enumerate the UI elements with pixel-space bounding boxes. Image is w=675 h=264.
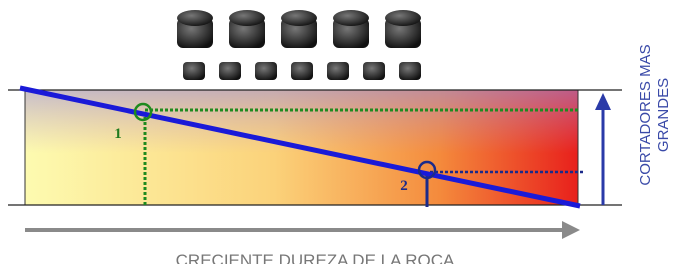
y-arrow <box>595 93 611 205</box>
x-arrow <box>25 221 580 239</box>
point-1-label: 1 <box>114 126 122 142</box>
point-2-label: 2 <box>400 178 408 194</box>
y-axis-label-2: GRANDES <box>655 78 672 152</box>
x-axis-label: CRECIENTE DUREZA DE LA ROCA <box>176 251 455 264</box>
cutters <box>177 10 421 80</box>
diagram: 1 2 CRECIENTE DUREZA DE LA ROCA CORTADOR… <box>0 0 675 264</box>
y-axis-label-1: CORTADORES MAS <box>637 44 654 185</box>
